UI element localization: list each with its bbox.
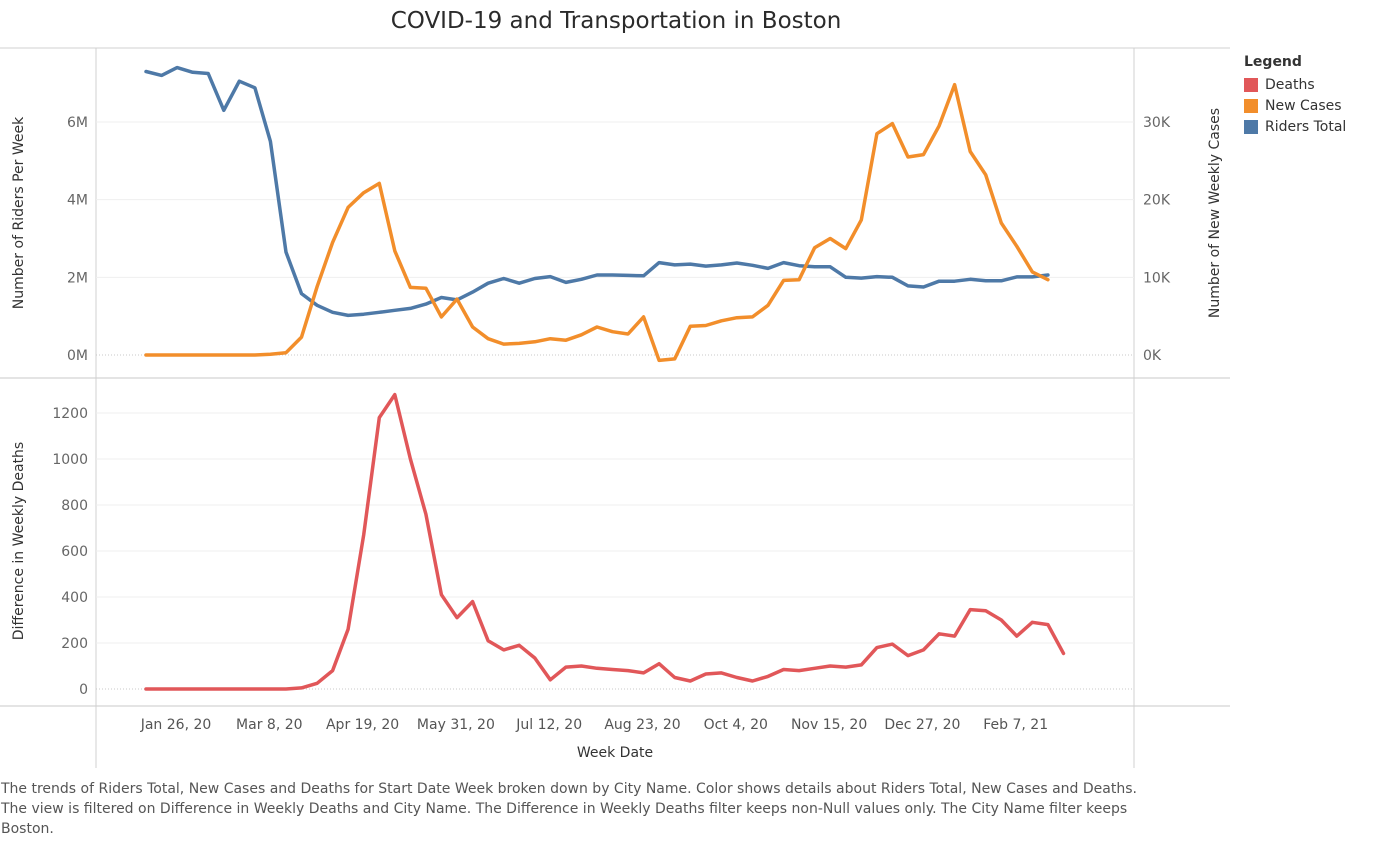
chart-canvas: 0M 2M 4M 6M 0K 10K 20K 30K 0 200 400 600 800 1000 1200… [0,47,1230,768]
axes: 0M 2M 4M 6M 0K 10K 20K 30K 0 200 400 600 800 1000 1200… [11,108,1223,761]
bottom-tick-label: 200 [61,636,88,652]
legend-title: Legend [1244,54,1302,70]
bottom-tick-label: 400 [61,590,88,606]
chart-frame [0,47,1230,768]
left-tick-label: 4M [67,193,88,209]
legend-swatch-deaths [1244,77,1258,92]
gridlines [96,121,1134,690]
bottom-tick-label: 800 [61,498,88,514]
left-tick-label: 6M [67,115,88,131]
left-tick-label: 0M [67,348,88,364]
legend-swatch-new-cases [1244,98,1258,113]
series-line-new-cases [144,82,1050,363]
x-tick-label: Aug 23, 20 [604,717,680,733]
right-axis-title: Number of New Weekly Cases [1207,108,1223,318]
x-axis-title: Week Date [577,745,653,761]
x-tick-label: May 31, 20 [417,717,495,733]
right-tick-label: 0K [1143,348,1162,364]
legend-swatch-riders-total [1244,119,1258,134]
series-line-riders-total [144,65,1050,318]
bottom-tick-label: 1200 [52,406,88,422]
legend-item-deaths[interactable]: Deaths [1244,74,1346,95]
bottom-tick-label: 0 [79,682,88,698]
bottom-axis-title: Difference in Weekly Deaths [11,442,27,640]
x-tick-label: Nov 15, 20 [791,717,867,733]
legend-item-riders-total[interactable]: Riders Total [1244,116,1346,137]
chart-title: COVID-19 and Transportation in Boston [390,8,842,34]
x-tick-label: Dec 27, 20 [884,717,960,733]
left-axis-title: Number of Riders Per Week [11,116,27,309]
x-tick-label: Jul 12, 20 [515,717,582,733]
bottom-tick-label: 600 [61,544,88,560]
x-tick-label: Jan 26, 20 [140,717,212,733]
legend-label-riders-total: Riders Total [1265,118,1347,135]
legend-label-deaths: Deaths [1265,76,1315,93]
x-tick-label: Oct 4, 20 [704,717,768,733]
right-tick-label: 20K [1143,193,1171,209]
right-tick-label: 30K [1143,115,1171,131]
x-tick-label: Mar 8, 20 [236,717,303,733]
right-tick-label: 10K [1143,270,1171,286]
chart-caption: The trends of Riders Total, New Cases an… [1,781,1137,837]
legend-label-new-cases: New Cases [1265,97,1342,114]
legend-item-new-cases[interactable]: New Cases [1244,95,1346,116]
x-tick-label: Feb 7, 21 [983,717,1048,733]
legend: Legend Deaths New Cases Riders Total [1244,54,1346,137]
bottom-tick-label: 1000 [52,452,88,468]
left-tick-label: 2M [67,270,88,286]
series-lines [144,65,1066,691]
series-line-deaths [144,392,1066,691]
x-tick-label: Apr 19, 20 [326,717,399,733]
